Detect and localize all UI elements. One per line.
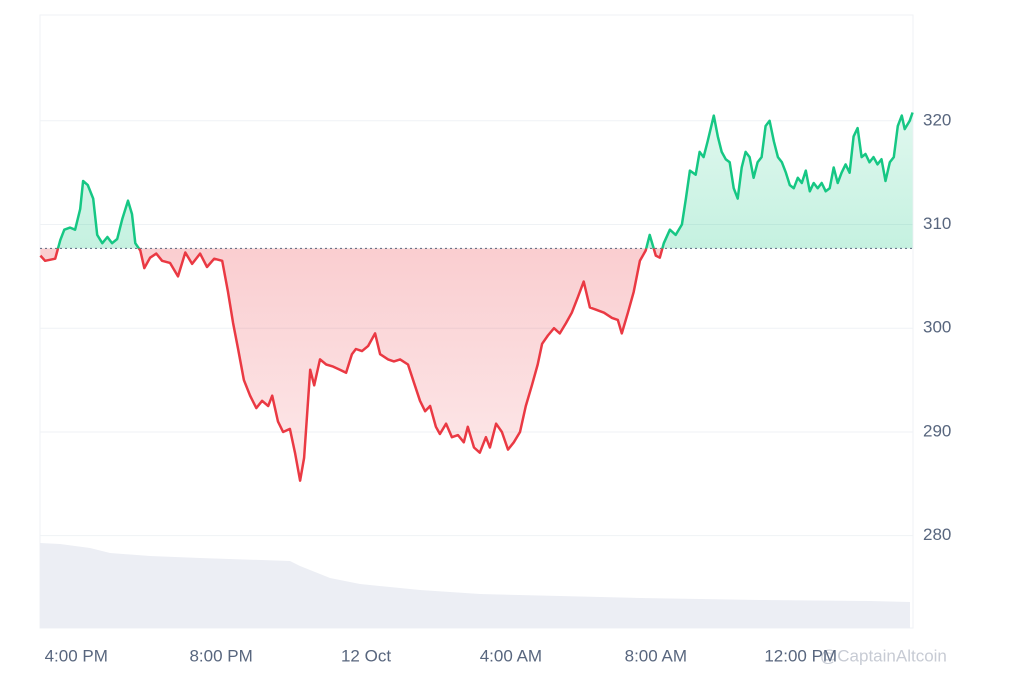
price-line	[39, 112, 914, 482]
y-tick-label: 320	[923, 110, 951, 129]
x-tick-label: 8:00 AM	[625, 646, 687, 665]
volume-area	[40, 543, 910, 628]
x-tick-label: 4:00 AM	[480, 646, 542, 665]
price-area	[40, 112, 913, 481]
x-tick-label: 12 Oct	[341, 646, 391, 665]
x-tick-label: 4:00 PM	[45, 646, 108, 665]
y-tick-label: 310	[923, 214, 951, 233]
watermark: @CaptainAltcoin	[820, 646, 947, 665]
x-tick-label: 8:00 PM	[189, 646, 252, 665]
y-tick-label: 290	[923, 421, 951, 440]
y-tick-label: 300	[923, 318, 951, 337]
y-tick-label: 280	[923, 525, 951, 544]
x-tick-label: 12:00 PM	[764, 646, 837, 665]
